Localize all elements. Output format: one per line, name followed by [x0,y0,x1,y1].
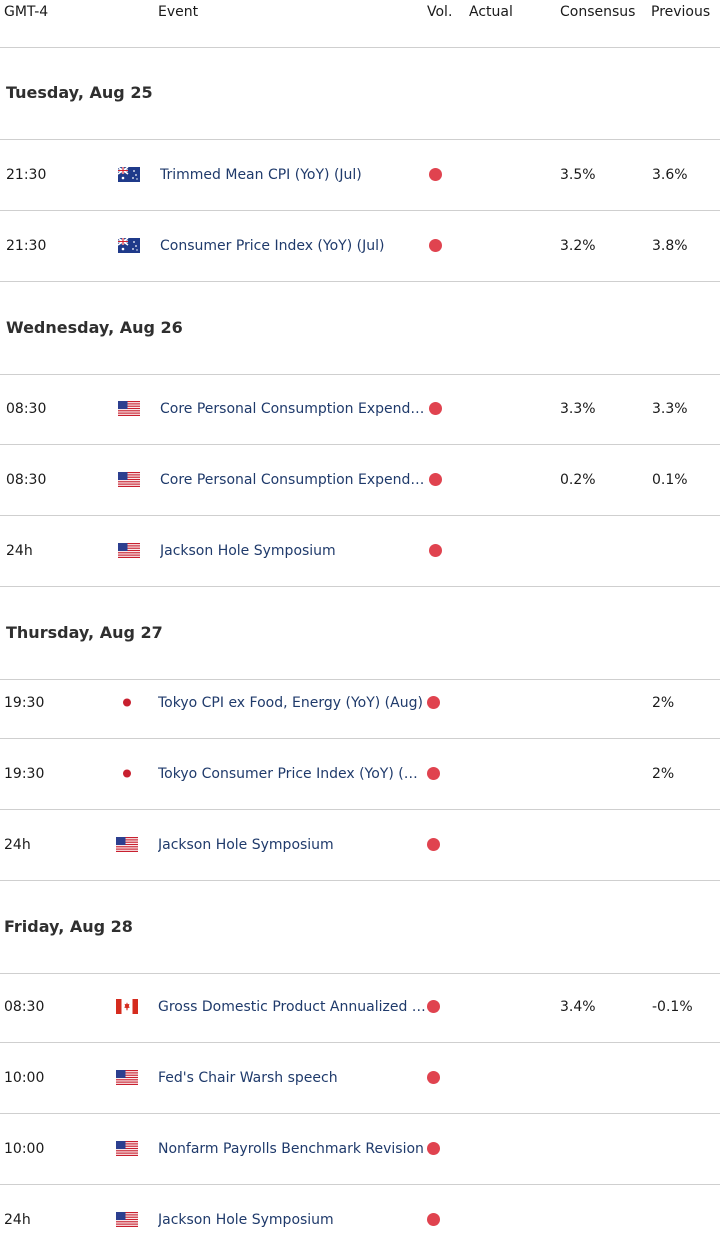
previous-value: 2% [652,695,675,711]
previous-value: -0.1% [652,999,693,1015]
previous-column-header: Previous [651,4,711,20]
event-time: 08:30 [6,401,47,417]
high-volatility-dot [429,473,442,486]
day-title: Friday, Aug 28 [4,917,133,936]
consensus-value: 0.2% [560,472,596,488]
previous-value: 3.3% [652,401,688,417]
japan-flag-icon [116,695,138,710]
event-name-link[interactable]: Tokyo CPI ex Food, Energy (YoY) (Aug) [158,695,423,711]
event-name-link[interactable]: Trimmed Mean CPI (YoY) (Jul) [160,167,362,183]
event-time: 10:00 [4,1141,45,1157]
event-row[interactable]: 19:30 Tokyo Consumer Price Index (YoY) (… [0,739,720,810]
actual-column-header: Actual [469,4,513,20]
event-time: 08:30 [4,999,45,1015]
high-volatility-dot [427,1071,440,1084]
event-name-link[interactable]: Consumer Price Index (YoY) (Jul) [160,238,385,254]
previous-value: 2% [652,766,675,782]
event-row[interactable]: 24h Jackson Hole Symposium [0,1185,720,1255]
day-header: Wednesday, Aug 26 [0,282,720,375]
australia-flag-icon [118,238,140,253]
event-time: 19:30 [4,766,45,782]
event-name-link[interactable]: Jackson Hole Symposium [158,1212,334,1228]
day-header: Friday, Aug 28 [0,881,720,974]
event-row[interactable]: 08:30 Core Personal Consumption Expendit… [0,374,720,445]
event-name-link[interactable]: Tokyo Consumer Price Index (YoY) (Aug) [158,766,426,782]
volatility-column-header: Vol. [427,4,453,20]
day-title: Wednesday, Aug 26 [6,318,183,337]
day-header: Thursday, Aug 27 [0,587,720,680]
event-row[interactable]: 10:00 Fed's Chair Warsh speech [0,1043,720,1114]
event-row[interactable]: 21:30 Consumer Price Index (YoY) (Jul) 3… [0,211,720,282]
high-volatility-dot [429,239,442,252]
event-row[interactable]: 08:30 Core Personal Consumption Expendit… [0,445,720,516]
event-name-link[interactable]: Jackson Hole Symposium [158,837,334,853]
high-volatility-dot [429,402,442,415]
day-title: Thursday, Aug 27 [6,623,163,642]
high-volatility-dot [427,838,440,851]
event-row[interactable]: 19:30 Tokyo CPI ex Food, Energy (YoY) (A… [0,668,720,739]
timezone-header[interactable]: GMT-4 [4,4,49,20]
consensus-column-header: Consensus [560,4,636,20]
event-column-header: Event [158,4,199,20]
high-volatility-dot [427,767,440,780]
event-time: 24h [4,1212,31,1228]
event-time: 21:30 [6,238,47,254]
event-row[interactable]: 10:00 Nonfarm Payrolls Benchmark Revisio… [0,1114,720,1185]
event-name-link[interactable]: Gross Domestic Product Annualized (Q2) [158,999,426,1015]
japan-flag-icon [116,766,138,781]
previous-value: 3.6% [652,167,688,183]
usa-flag-icon [116,1212,138,1227]
usa-flag-icon [118,543,140,558]
high-volatility-dot [429,544,442,557]
consensus-value: 3.3% [560,401,596,417]
event-row[interactable]: 21:30 Trimmed Mean CPI (YoY) (Jul) 3.5% … [0,140,720,211]
day-title: Tuesday, Aug 25 [6,83,153,102]
usa-flag-icon [116,837,138,852]
consensus-value: 3.5% [560,167,596,183]
high-volatility-dot [427,1142,440,1155]
high-volatility-dot [427,696,440,709]
event-row[interactable]: 24h Jackson Hole Symposium [0,516,720,587]
consensus-value: 3.4% [560,999,596,1015]
table-header: GMT-4 Event Vol. Actual Consensus Previo… [0,0,720,48]
previous-value: 3.8% [652,238,688,254]
usa-flag-icon [116,1070,138,1085]
event-name-link[interactable]: Core Personal Consumption Expenditures [160,472,428,488]
event-time: 24h [4,837,31,853]
usa-flag-icon [118,401,140,416]
event-name-link[interactable]: Core Personal Consumption Expenditures [160,401,428,417]
australia-flag-icon [118,167,140,182]
previous-value: 0.1% [652,472,688,488]
event-time: 19:30 [4,695,45,711]
event-name-link[interactable]: Fed's Chair Warsh speech [158,1070,338,1086]
event-time: 10:00 [4,1070,45,1086]
high-volatility-dot [427,1213,440,1226]
day-header: Tuesday, Aug 25 [0,47,720,140]
event-row[interactable]: 08:30 Gross Domestic Product Annualized … [0,972,720,1043]
canada-flag-icon [116,999,138,1014]
event-name-link[interactable]: Jackson Hole Symposium [160,543,336,559]
event-name-link[interactable]: Nonfarm Payrolls Benchmark Revision [158,1141,424,1157]
usa-flag-icon [116,1141,138,1156]
event-time: 21:30 [6,167,47,183]
consensus-value: 3.2% [560,238,596,254]
high-volatility-dot [427,1000,440,1013]
event-row[interactable]: 24h Jackson Hole Symposium [0,810,720,881]
event-time: 24h [6,543,33,559]
event-time: 08:30 [6,472,47,488]
usa-flag-icon [118,472,140,487]
high-volatility-dot [429,168,442,181]
